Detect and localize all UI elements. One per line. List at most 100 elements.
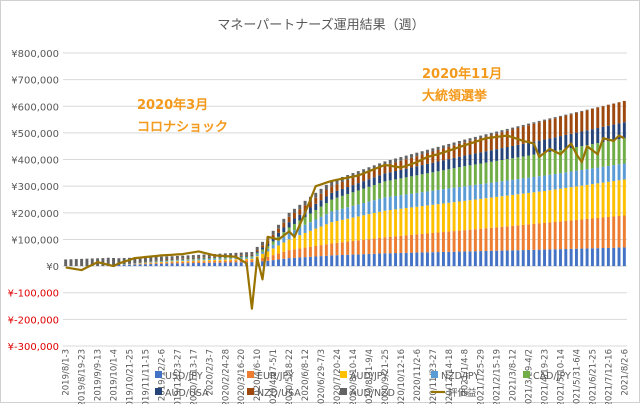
x-tick-label: 2020/11/2-6: [413, 349, 423, 401]
bar-segment: [378, 238, 381, 254]
bar-segment: [410, 235, 413, 253]
bar-segment: [378, 175, 381, 183]
bar-segment: [144, 264, 147, 266]
bar-segment: [458, 231, 461, 252]
bar-segment: [144, 264, 147, 265]
bar-segment: [192, 255, 195, 258]
legend-swatch: [340, 388, 347, 395]
bar-segment: [293, 209, 296, 213]
bar-segment: [548, 152, 551, 175]
bar-segment: [474, 164, 477, 184]
bar-segment: [410, 207, 413, 235]
bar-segment: [591, 248, 594, 266]
bar-segment: [160, 261, 163, 262]
bar-segment: [500, 251, 503, 267]
bar-segment: [506, 147, 509, 159]
bar-segment: [208, 258, 211, 259]
bar-segment: [415, 234, 418, 252]
annotation-corona: 2020年3月 コロナショック: [137, 98, 228, 136]
bar-segment: [352, 241, 355, 255]
bar-segment: [330, 222, 333, 243]
bar-segment: [197, 255, 200, 258]
bar-segment: [208, 257, 211, 258]
bar-segment: [437, 147, 440, 150]
x-tick-label: 2021/5/31-6/4: [572, 349, 582, 404]
bar-segment: [426, 191, 429, 205]
bar-segment: [266, 257, 269, 261]
bar-segment: [176, 261, 179, 262]
bar-segment: [288, 258, 291, 266]
bar-segment: [612, 140, 615, 165]
bar-segment: [415, 207, 418, 235]
bar-segment: [85, 259, 88, 266]
bar-segment: [575, 171, 578, 187]
bar-segment: [197, 258, 200, 259]
bar-segment: [203, 258, 206, 259]
bar-segment: [325, 214, 328, 224]
y-tick-label: ¥100,000: [11, 235, 59, 246]
bar-segment: [580, 111, 583, 112]
bar-segment: [218, 259, 221, 260]
bar-segment: [543, 250, 546, 267]
bar-segment: [532, 155, 535, 177]
bar-segment: [187, 258, 190, 259]
bar-segment: [453, 142, 456, 145]
bar-segment: [618, 180, 621, 216]
bar-segment: [240, 257, 243, 258]
bar-segment: [272, 245, 275, 249]
bar-segment: [314, 229, 317, 246]
bar-segment: [570, 113, 573, 114]
bar-segment: [293, 213, 296, 218]
bar-segment: [495, 182, 498, 197]
bar-segment: [383, 237, 386, 253]
bar-segment: [405, 194, 408, 208]
bar-segment: [234, 262, 237, 266]
bar-segment: [485, 251, 488, 266]
bar-segment: [352, 206, 355, 218]
bar-segment: [575, 220, 578, 249]
bar-segment: [564, 249, 567, 266]
bar-segment: [346, 187, 349, 194]
bar-segment: [282, 227, 285, 232]
bar-segment: [352, 255, 355, 267]
bar-segment: [282, 223, 285, 228]
bar-segment: [367, 254, 370, 266]
bar-segment: [261, 258, 264, 261]
bar-segment: [330, 211, 333, 222]
annotation-corona-line2: コロナショック: [137, 120, 228, 136]
bar-segment: [218, 260, 221, 261]
bar-segment: [378, 212, 381, 238]
bar-segment: [277, 259, 280, 266]
bar-segment: [203, 258, 206, 259]
y-tick-label: ¥-300,000: [8, 342, 59, 353]
bar-segment: [234, 260, 237, 262]
bar-segment: [336, 243, 339, 255]
x-tick-label: 2019/8/19-23: [78, 349, 88, 404]
bar-segment: [367, 239, 370, 254]
bar-segment: [171, 260, 174, 261]
bar-segment: [548, 249, 551, 266]
bar-segment: [437, 204, 440, 232]
annotation-election: 2020年11月 大統領選挙: [422, 67, 502, 105]
bar-segment: [426, 164, 429, 173]
bar-segment: [389, 210, 392, 237]
annotation-corona-line1: 2020年3月: [137, 98, 228, 114]
bar-segment: [421, 206, 424, 234]
legend-swatch: [155, 371, 162, 378]
bar-segment: [474, 200, 477, 230]
bar-segment: [155, 263, 158, 264]
bar-segment: [171, 259, 174, 260]
bar-segment: [298, 209, 301, 215]
bar-segment: [325, 185, 328, 190]
bar-segment: [485, 183, 488, 198]
bar-segment: [181, 256, 184, 259]
bar-segment: [357, 240, 360, 254]
bar-segment: [250, 252, 253, 255]
bar-segment: [431, 233, 434, 252]
bar-segment: [453, 158, 456, 168]
bar-segment: [516, 250, 519, 266]
bar-segment: [309, 257, 312, 266]
bar-segment: [357, 190, 360, 204]
bar-segment: [548, 190, 551, 222]
